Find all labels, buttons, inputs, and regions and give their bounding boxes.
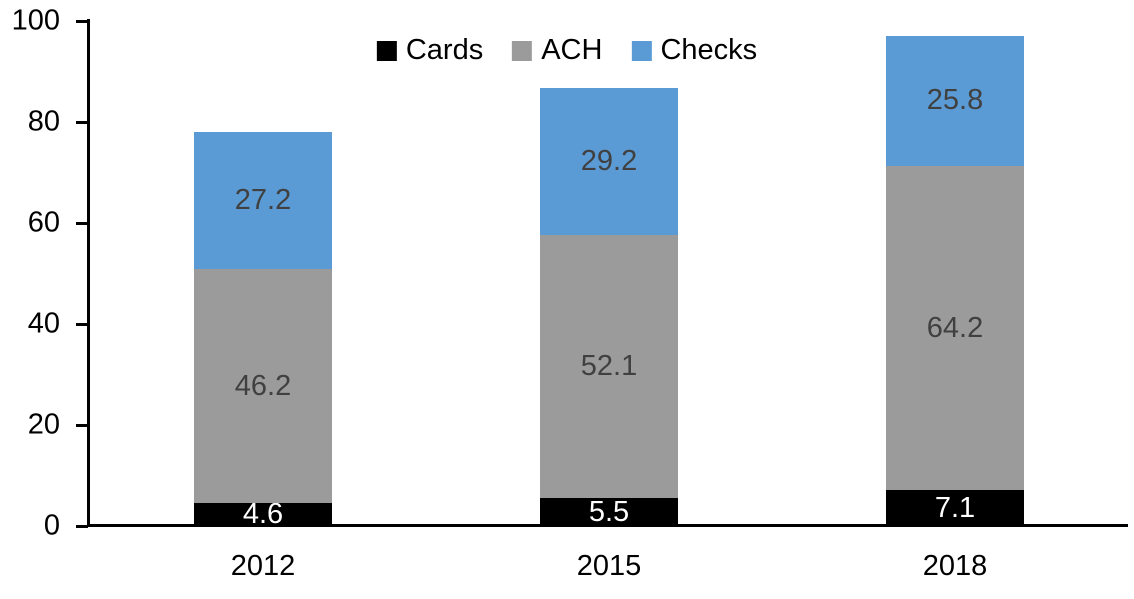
y-tick-label: 0 — [43, 509, 60, 542]
segment-label-checks-2018: 25.8 — [926, 84, 984, 117]
y-tick-label: 40 — [27, 307, 60, 340]
y-tick-label: 20 — [27, 408, 60, 441]
segment-cards-2015: 5.5 — [540, 495, 678, 528]
segment-checks-2012: 27.2 — [194, 132, 332, 270]
legend-item-cards: Cards — [376, 34, 484, 66]
y-axis-line — [87, 19, 90, 527]
segment-cards-2018: 7.1 — [886, 490, 1024, 526]
category-label-2012: 2012 — [230, 550, 296, 582]
legend-label-checks: Checks — [660, 34, 758, 66]
y-tick — [76, 19, 88, 23]
y-tick-label: 60 — [27, 206, 60, 239]
category-label-2015: 2015 — [576, 550, 642, 582]
y-tick-label: 80 — [27, 105, 60, 138]
legend-item-ach: ACH — [512, 36, 602, 65]
segment-label-cards-2012: 4.6 — [242, 497, 284, 530]
segment-ach-2018: 64.2 — [886, 165, 1024, 491]
legend-item-checks: Checks — [631, 36, 757, 65]
segment-label-ach-2018: 64.2 — [926, 311, 984, 344]
segment-label-ach-2015: 52.1 — [580, 350, 638, 383]
y-tick — [76, 120, 88, 124]
x-axis-line — [87, 524, 1128, 527]
legend-swatch-checks-icon — [631, 40, 652, 61]
segment-ach-2012: 46.2 — [194, 269, 332, 503]
segment-cards-2012: 4.6 — [194, 497, 332, 530]
y-tick-label: 100 — [11, 4, 60, 37]
segment-checks-2018: 25.8 — [886, 35, 1024, 166]
x-axis-labels: 2012 2015 2018 — [90, 550, 1128, 583]
y-tick — [76, 322, 88, 326]
category-label-2018: 2018 — [922, 550, 988, 582]
segment-label-checks-2012: 27.2 — [234, 184, 292, 217]
segment-label-ach-2012: 46.2 — [234, 369, 292, 402]
segment-checks-2015: 29.2 — [540, 87, 678, 236]
y-tick — [76, 524, 88, 528]
segment-label-cards-2015: 5.5 — [588, 495, 630, 528]
legend-swatch-ach-icon — [512, 40, 533, 61]
chart-legend: Cards ACH Checks — [376, 34, 757, 66]
segment-label-checks-2015: 29.2 — [580, 144, 638, 177]
y-tick — [76, 221, 88, 225]
legend-label-cards: Cards — [405, 34, 484, 66]
legend-swatch-cards-icon — [376, 40, 397, 61]
segment-label-cards-2018: 7.1 — [934, 491, 976, 524]
segment-ach-2015: 52.1 — [540, 235, 678, 499]
y-tick — [76, 423, 88, 427]
legend-label-ach: ACH — [541, 34, 603, 66]
